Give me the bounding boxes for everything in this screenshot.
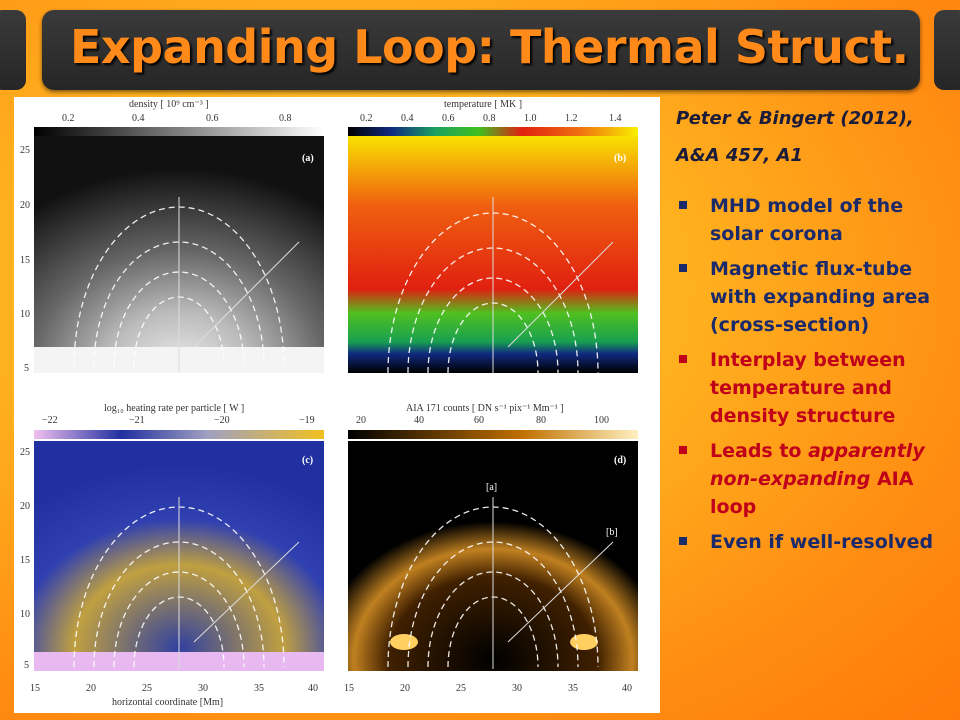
y-tick: 20: [20, 200, 30, 211]
cbar-tick: −19: [299, 415, 315, 426]
right-tab: [934, 10, 960, 90]
panel-a: [34, 127, 324, 373]
bullet-text: MHD model of the solar corona: [710, 195, 904, 245]
citation-line2: A&A 457, A1: [676, 145, 803, 166]
square-bullet-icon: [679, 446, 687, 454]
x-tick: 30: [512, 683, 522, 694]
cbar-tick: 0.4: [132, 113, 145, 124]
panel-label-c: (c): [302, 455, 314, 466]
x-tick: 30: [198, 683, 208, 694]
cbar-tick: 1.4: [609, 113, 622, 124]
cbar-tick: 0.8: [279, 113, 292, 124]
list-item: MHD model of the solar corona: [676, 192, 956, 248]
cbar-tick: −20: [214, 415, 230, 426]
x-tick: 20: [400, 683, 410, 694]
y-tick: 5: [24, 660, 29, 671]
cbar-tick: 0.6: [442, 113, 455, 124]
x-tick: 35: [568, 683, 578, 694]
x-tick: 40: [308, 683, 318, 694]
bullet-emphasis: apparently non-expanding: [710, 440, 925, 490]
bullet-text: AIA loop: [710, 468, 914, 518]
cbar-tick: 0.2: [360, 113, 373, 124]
panel-label-d: (d): [614, 455, 627, 466]
y-tick: 25: [20, 447, 30, 458]
y-tick: 15: [20, 555, 30, 566]
cbar-tick: 0.4: [401, 113, 414, 124]
x-tick: 25: [142, 683, 152, 694]
cbar-title-a: density [ 10⁹ cm⁻³ ]: [129, 99, 209, 110]
cbar-title-c: log₁₀ heating rate per particle [ W ]: [104, 403, 245, 414]
figure-svg: [34, 127, 638, 671]
x-tick: 15: [30, 683, 40, 694]
slide-title: Expanding Loop: Thermal Struct.: [70, 20, 909, 74]
bullet-text: Even if well-resolved: [710, 531, 934, 553]
square-bullet-icon: [679, 537, 687, 545]
y-tick: 10: [20, 609, 30, 620]
cbar-tick: 60: [474, 415, 484, 426]
x-tick: 40: [622, 683, 632, 694]
panel-label-b: (b): [614, 153, 627, 164]
cbar-tick: −21: [129, 415, 145, 426]
list-item: Interplay between temperature and densit…: [676, 346, 956, 430]
square-bullet-icon: [679, 264, 687, 272]
bullet-text: Leads to: [710, 440, 809, 462]
x-tick: 15: [344, 683, 354, 694]
cbar-tick: 1.2: [565, 113, 578, 124]
list-item: Magnetic flux-tube with expanding area (…: [676, 255, 956, 339]
cbar-tick: 1.0: [524, 113, 537, 124]
y-tick: 15: [20, 255, 30, 266]
x-tick: 25: [456, 683, 466, 694]
bullet-text: Magnetic flux-tube with expanding area (…: [710, 258, 931, 336]
panel-d: [348, 430, 638, 671]
cbar-tick: 20: [356, 415, 366, 426]
citation: Peter & Bingert (2012), A&A 457, A1: [676, 100, 956, 174]
y-tick: 20: [20, 501, 30, 512]
cbar-tick: 0.2: [62, 113, 75, 124]
left-tab: [0, 10, 26, 90]
bullet-text: Interplay between temperature and densit…: [710, 349, 906, 427]
list-item: Leads to apparently non-expanding AIA lo…: [676, 437, 956, 521]
citation-line1: Peter & Bingert (2012),: [676, 108, 914, 129]
y-tick: 10: [20, 309, 30, 320]
cbar-tick: 100: [594, 415, 609, 426]
y-tick: 5: [24, 363, 29, 374]
list-item: Even if well-resolved: [676, 528, 956, 556]
text-panel: Peter & Bingert (2012), A&A 457, A1 MHD …: [676, 100, 956, 563]
cbar-tick: 0.8: [483, 113, 496, 124]
cbar-tick: 40: [414, 415, 424, 426]
panel-label-a: (a): [302, 153, 314, 164]
bullet-list: MHD model of the solar corona Magnetic f…: [676, 192, 956, 556]
cut-label-b: [b]: [606, 527, 618, 538]
cbar-title-b: temperature [ MK ]: [444, 99, 523, 110]
figure: density [ 10⁹ cm⁻³ ] temperature [ MK ] …: [14, 97, 660, 713]
x-axis-label: horizontal coordinate [Mm]: [112, 697, 224, 708]
square-bullet-icon: [679, 355, 687, 363]
x-tick: 20: [86, 683, 96, 694]
y-tick: 25: [20, 145, 30, 156]
title-bar: [42, 10, 920, 90]
cut-label-a: [a]: [486, 482, 498, 493]
panel-c: [34, 430, 324, 671]
square-bullet-icon: [679, 201, 687, 209]
panel-b: [348, 127, 638, 374]
x-tick: 35: [254, 683, 264, 694]
cbar-tick: −22: [42, 415, 58, 426]
cbar-tick: 80: [536, 415, 546, 426]
cbar-title-d: AIA 171 counts [ DN s⁻¹ pix⁻¹ Mm⁻¹ ]: [406, 403, 564, 414]
cbar-tick: 0.6: [206, 113, 219, 124]
